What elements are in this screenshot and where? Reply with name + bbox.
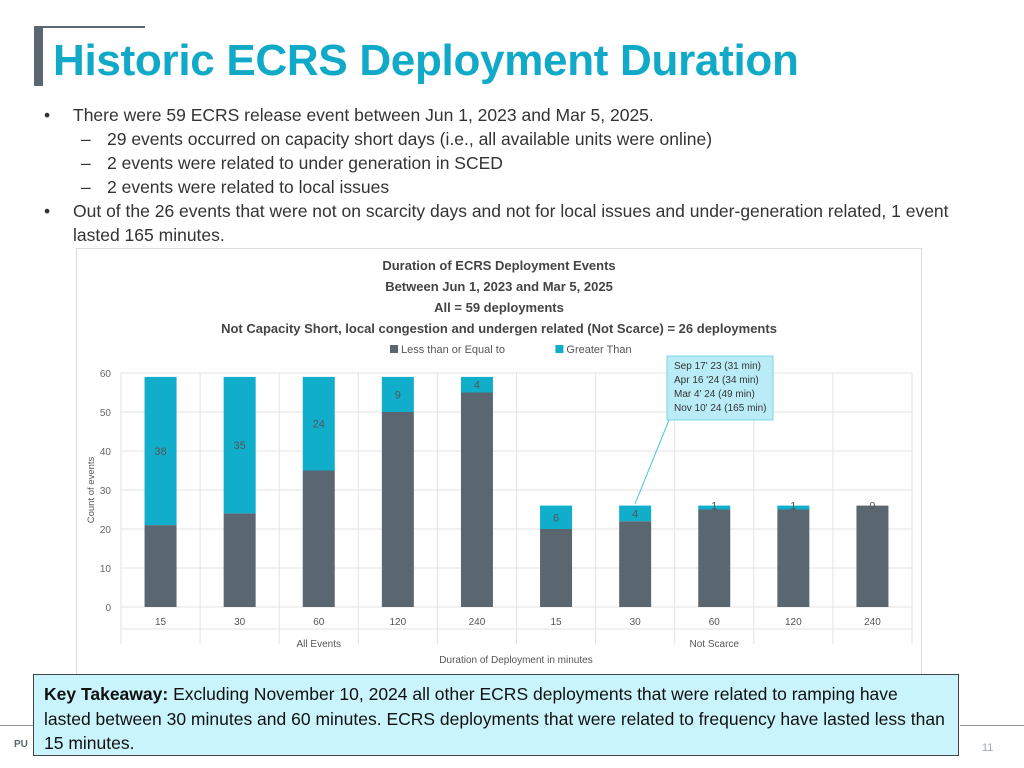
data-label: 1 xyxy=(711,501,717,513)
callout-text: Nov 10' 24 (165 min) xyxy=(674,403,767,414)
legend-label: Greater Than xyxy=(566,344,631,356)
bar-segment-base xyxy=(302,470,335,607)
bar-segment-top xyxy=(460,376,493,393)
data-label: 9 xyxy=(395,389,401,401)
y-tick-label: 50 xyxy=(100,408,112,419)
chart-title-line: Duration of ECRS Deployment Events xyxy=(382,258,615,273)
x-tick-label: 60 xyxy=(709,617,721,628)
bullet-list: • There were 59 ECRS release event betwee… xyxy=(44,103,974,247)
x-tick-label: 240 xyxy=(864,617,881,628)
x-group-label: Not Scarce xyxy=(690,639,740,650)
data-label: 0 xyxy=(869,501,875,513)
bullet-item: • There were 59 ECRS release event betwee… xyxy=(44,105,654,125)
sub-bullet-text: 29 events occurred on capacity short day… xyxy=(107,129,713,149)
x-tick-label: 240 xyxy=(469,617,486,628)
y-tick-label: 10 xyxy=(100,564,112,575)
callout-leader-line xyxy=(634,419,670,504)
chart-title-line: All = 59 deployments xyxy=(434,300,564,315)
chart-container: Duration of ECRS Deployment Events Betwee… xyxy=(76,248,922,676)
y-tick-label: 0 xyxy=(105,603,111,614)
bar-segment-top xyxy=(698,505,731,510)
callout-text: Sep 17' 23 (31 min) xyxy=(674,361,761,372)
y-tick-label: 40 xyxy=(100,447,112,458)
callout-box xyxy=(666,355,774,421)
page-number: 11 xyxy=(982,742,994,754)
title-accent-bar xyxy=(34,26,43,86)
x-group-label: All Events xyxy=(297,639,341,650)
bar-segment-base xyxy=(619,521,652,607)
x-tick-label: 30 xyxy=(234,617,246,628)
title-accent-rule xyxy=(43,26,145,28)
footer-divider xyxy=(960,725,1024,726)
x-axis-title: Duration of Deployment in minutes xyxy=(439,655,592,666)
x-tick-label: 15 xyxy=(155,617,167,628)
y-tick-label: 60 xyxy=(100,369,112,380)
key-takeaway-box: Key Takeaway: Excluding November 10, 202… xyxy=(33,674,959,756)
legend-swatch xyxy=(390,345,398,353)
bullet-text: Out of the 26 events that were not on sc… xyxy=(73,201,949,245)
y-axis-title: Count of events xyxy=(86,456,97,523)
bullet-text: There were 59 ECRS release event between… xyxy=(73,105,654,125)
y-tick-label: 30 xyxy=(100,486,112,497)
x-tick-label: 120 xyxy=(390,617,407,628)
bar-segment-base xyxy=(698,509,731,607)
footer-label: PU xyxy=(14,739,28,750)
legend-label: Less than or Equal to xyxy=(401,344,505,356)
chart-title-line: Not Capacity Short, local congestion and… xyxy=(221,321,777,336)
data-label: 35 xyxy=(234,440,246,452)
bullet-item: • Out of the 26 events that were not on s… xyxy=(44,201,949,245)
bar-segment-base xyxy=(381,412,414,607)
takeaway-text: Excluding November 10, 2024 all other EC… xyxy=(44,684,945,753)
bar-segment-top xyxy=(777,505,810,510)
bar-segment-base xyxy=(777,509,810,607)
data-label: 4 xyxy=(474,380,480,392)
sub-bullet-item: –2 events were related to local issues xyxy=(81,177,390,197)
bar-segment-top xyxy=(144,376,177,526)
y-tick-label: 20 xyxy=(100,525,112,536)
sub-bullet-item: –29 events occurred on capacity short da… xyxy=(81,129,713,149)
takeaway-label: Key Takeaway: xyxy=(44,684,169,704)
bar-segment-top xyxy=(381,376,414,412)
data-label: 24 xyxy=(313,419,325,431)
x-tick-label: 120 xyxy=(785,617,802,628)
stacked-bar-chart: Duration of ECRS Deployment Events Betwee… xyxy=(86,258,913,666)
x-tick-label: 60 xyxy=(313,617,325,628)
data-label: 1 xyxy=(790,501,796,513)
data-label: 6 xyxy=(553,512,559,524)
bar-segment-base xyxy=(144,525,177,607)
bar-segment-base xyxy=(223,513,256,607)
callout-text: Apr 16 '24 (34 min) xyxy=(674,375,759,386)
chart-title-line: Between Jun 1, 2023 and Mar 5, 2025 xyxy=(385,279,613,294)
bar-segment-top xyxy=(223,376,256,514)
sub-bullet-text: 2 events were related to under generatio… xyxy=(107,153,503,173)
x-tick-label: 15 xyxy=(550,617,562,628)
callout-text: Mar 4' 24 (49 min) xyxy=(674,389,755,400)
sub-bullet-item: –2 events were related to under generati… xyxy=(81,153,503,173)
bar-segment-top xyxy=(302,376,335,471)
sub-bullet-text: 2 events were related to local issues xyxy=(107,177,390,197)
bar-segment-base xyxy=(540,529,573,607)
x-tick-label: 30 xyxy=(630,617,642,628)
bar-segment-base xyxy=(460,392,493,607)
page-title: Historic ECRS Deployment Duration xyxy=(53,36,799,85)
data-label: 4 xyxy=(632,508,638,520)
bar-segment-base xyxy=(856,505,889,607)
data-label: 38 xyxy=(154,446,166,458)
legend-swatch xyxy=(555,345,564,353)
footer-divider xyxy=(0,725,33,726)
bar-segment-top xyxy=(540,505,573,529)
bar-segment-top xyxy=(619,505,652,522)
